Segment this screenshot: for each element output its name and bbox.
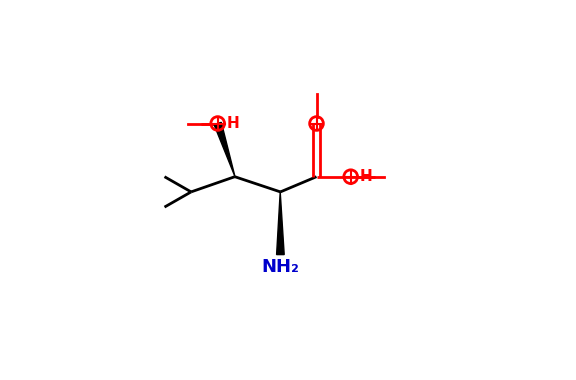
Text: H: H	[359, 169, 372, 184]
Polygon shape	[276, 192, 284, 255]
Text: H: H	[226, 116, 239, 131]
Polygon shape	[214, 122, 235, 177]
Text: NH₂: NH₂	[262, 258, 300, 276]
